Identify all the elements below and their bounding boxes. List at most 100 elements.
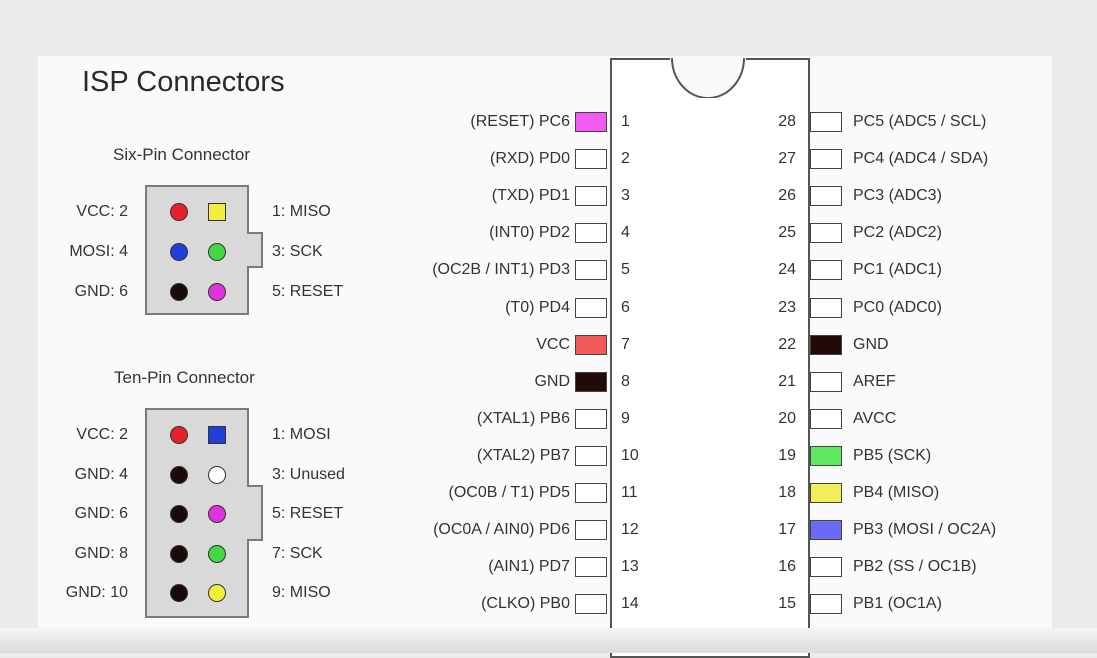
chip-right-pin-box (810, 297, 842, 318)
chip-right-pin-box (810, 334, 842, 355)
chip-left-pin-box (575, 186, 607, 207)
chip-left-pin-box (575, 297, 607, 318)
atmega-chip-body (610, 58, 810, 658)
chip-left-pin-name: (OC0A / AIN0) PD6 (433, 521, 570, 539)
chip-left-pin-number: 8 (621, 372, 630, 390)
chip-left-pin-name: (INT0) PD2 (489, 224, 570, 242)
ten-pin-caption: Ten-Pin Connector (114, 368, 255, 387)
chip-left-pin-name: (OC0B / T1) PD5 (448, 484, 570, 501)
chip-left-pin-box (575, 483, 607, 503)
ten_pin-even-pin (170, 544, 188, 563)
chip-left-pin-number: 13 (621, 558, 639, 576)
chip-left-pin-name: (T0) PD4 (505, 298, 570, 316)
chip-right-pin-name: PC1 (ADC1) (853, 261, 942, 279)
chip-left-pin-name: (XTAL2) PB7 (476, 446, 570, 464)
six_pin-even-pin (170, 283, 188, 301)
ten_pin-right-label: 3: Unused (272, 465, 345, 483)
chip-right-pin-name: PB4 (MISO) (853, 484, 940, 501)
ten_pin-odd-pin (208, 584, 226, 602)
chip-left-pin-box (575, 260, 607, 281)
chip-left-pin-box (575, 408, 607, 429)
chip-right-pin-name: PB2 (SS / OC1B) (853, 558, 977, 576)
chip-right-pin-number: 19 (778, 446, 796, 464)
chip-right-pin-number: 17 (778, 521, 796, 539)
chip-right-pin-box (810, 260, 842, 281)
chip-right-pin-name: PC0 (ADC0) (853, 298, 942, 316)
ten_pin-odd-pin (208, 426, 226, 444)
chip-left-pin-name: (CLKO) PB0 (481, 595, 570, 613)
chip-right-pin-box (810, 186, 842, 207)
chip-right-pin-name: PC5 (ADC5 / SCL) (853, 113, 987, 130)
chip-right-pin-box (810, 483, 842, 503)
chip-left-pin-name: (XTAL1) PB6 (476, 409, 570, 427)
page-title: ISP Connectors (82, 66, 285, 98)
chip-right-pin-number: 16 (778, 558, 796, 576)
chip-left-pin-name: (TXD) PD1 (491, 187, 570, 205)
ten_pin-right-label: 9: MISO (272, 584, 331, 601)
six_pin-odd-pin (208, 203, 226, 221)
chip-right-pin-box (810, 594, 842, 615)
chip-left-pin-number: 7 (621, 335, 630, 353)
chip-left-pin-box (575, 149, 607, 170)
ten_pin-right-label: 5: RESET (272, 505, 344, 522)
ten_pin-left-label: VCC: 2 (76, 426, 128, 443)
chip-right-pin-box (810, 408, 842, 429)
ten_pin-left-label: GND: 8 (74, 544, 128, 562)
chip-left-pin-name: (RESET) PC6 (470, 113, 570, 130)
ten_pin-even-pin (170, 465, 188, 484)
chip-right-pin-name: PB3 (MOSI / OC2A) (853, 521, 997, 539)
chip-left-pin-number: 6 (621, 298, 630, 316)
six_pin-left-label: VCC: 2 (76, 203, 128, 220)
ten_pin-left-label: GND: 10 (65, 584, 128, 601)
bottom-shadow (0, 628, 1097, 653)
chip-left-pin-number: 9 (621, 409, 630, 427)
chip-left-pin-name: (RXD) PD0 (489, 150, 570, 168)
six_pin-even-pin (170, 203, 188, 221)
chip-right-pin-box (810, 149, 842, 170)
chip-left-pin-number: 5 (621, 261, 630, 279)
chip-left-pin-box (575, 112, 607, 132)
chip-left-pin-name: (OC2B / INT1) PD3 (432, 261, 570, 279)
ten_pin-even-pin (170, 584, 188, 602)
chip-left-pin-box (575, 371, 607, 392)
chip-right-pin-number: 26 (778, 187, 796, 205)
chip-right-pin-name: PC4 (ADC4 / SDA) (853, 150, 989, 168)
six_pin-right-label: 3: SCK (272, 243, 323, 260)
chip-left-pin-number: 10 (621, 446, 639, 464)
chip-left-pin-name: (AIN1) PD7 (488, 558, 570, 576)
chip-right-pin-name: AREF (853, 372, 896, 390)
chip-right-pin-number: 22 (778, 335, 796, 353)
chip-right-pin-name: PB1 (OC1A) (853, 595, 942, 613)
ten-pin-connector-body (145, 408, 249, 618)
chip-left-pin-box (575, 520, 607, 541)
six_pin-left-label: MOSI: 4 (69, 243, 128, 260)
chip-right-pin-box (810, 371, 842, 392)
chip-right-pin-name: AVCC (853, 409, 897, 427)
six-pin-connector-key (247, 232, 263, 268)
chip-right-pin-number: 20 (778, 409, 796, 427)
ten_pin-odd-pin (208, 505, 226, 523)
chip-left-pin-box (575, 223, 607, 244)
chip-left-pin-number: 1 (621, 113, 630, 130)
chip-right-pin-number: 27 (778, 150, 796, 168)
chip-left-pin-number: 14 (621, 595, 639, 613)
ten_pin-even-pin (170, 426, 188, 444)
chip-right-pin-number: 21 (778, 372, 796, 390)
ten_pin-even-pin (170, 505, 188, 523)
six-pin-connector-body (145, 185, 249, 315)
six_pin-left-label: GND: 6 (74, 283, 128, 300)
ten_pin-left-label: GND: 6 (74, 505, 128, 522)
chip-right-pin-number: 15 (778, 595, 796, 613)
six_pin-odd-pin (208, 283, 226, 301)
chip-right-pin-box (810, 223, 842, 244)
chip-right-pin-box (810, 520, 842, 541)
six_pin-even-pin (170, 243, 188, 261)
chip-left-pin-box (575, 594, 607, 615)
chip-right-pin-box (810, 445, 842, 466)
ten_pin-odd-pin (208, 544, 226, 563)
chip-right-pin-number: 18 (778, 484, 796, 501)
six-pin-caption: Six-Pin Connector (113, 145, 251, 164)
chip-right-pin-number: 23 (778, 298, 796, 316)
six_pin-right-label: 5: RESET (272, 283, 344, 300)
chip-right-pin-box (810, 557, 842, 578)
